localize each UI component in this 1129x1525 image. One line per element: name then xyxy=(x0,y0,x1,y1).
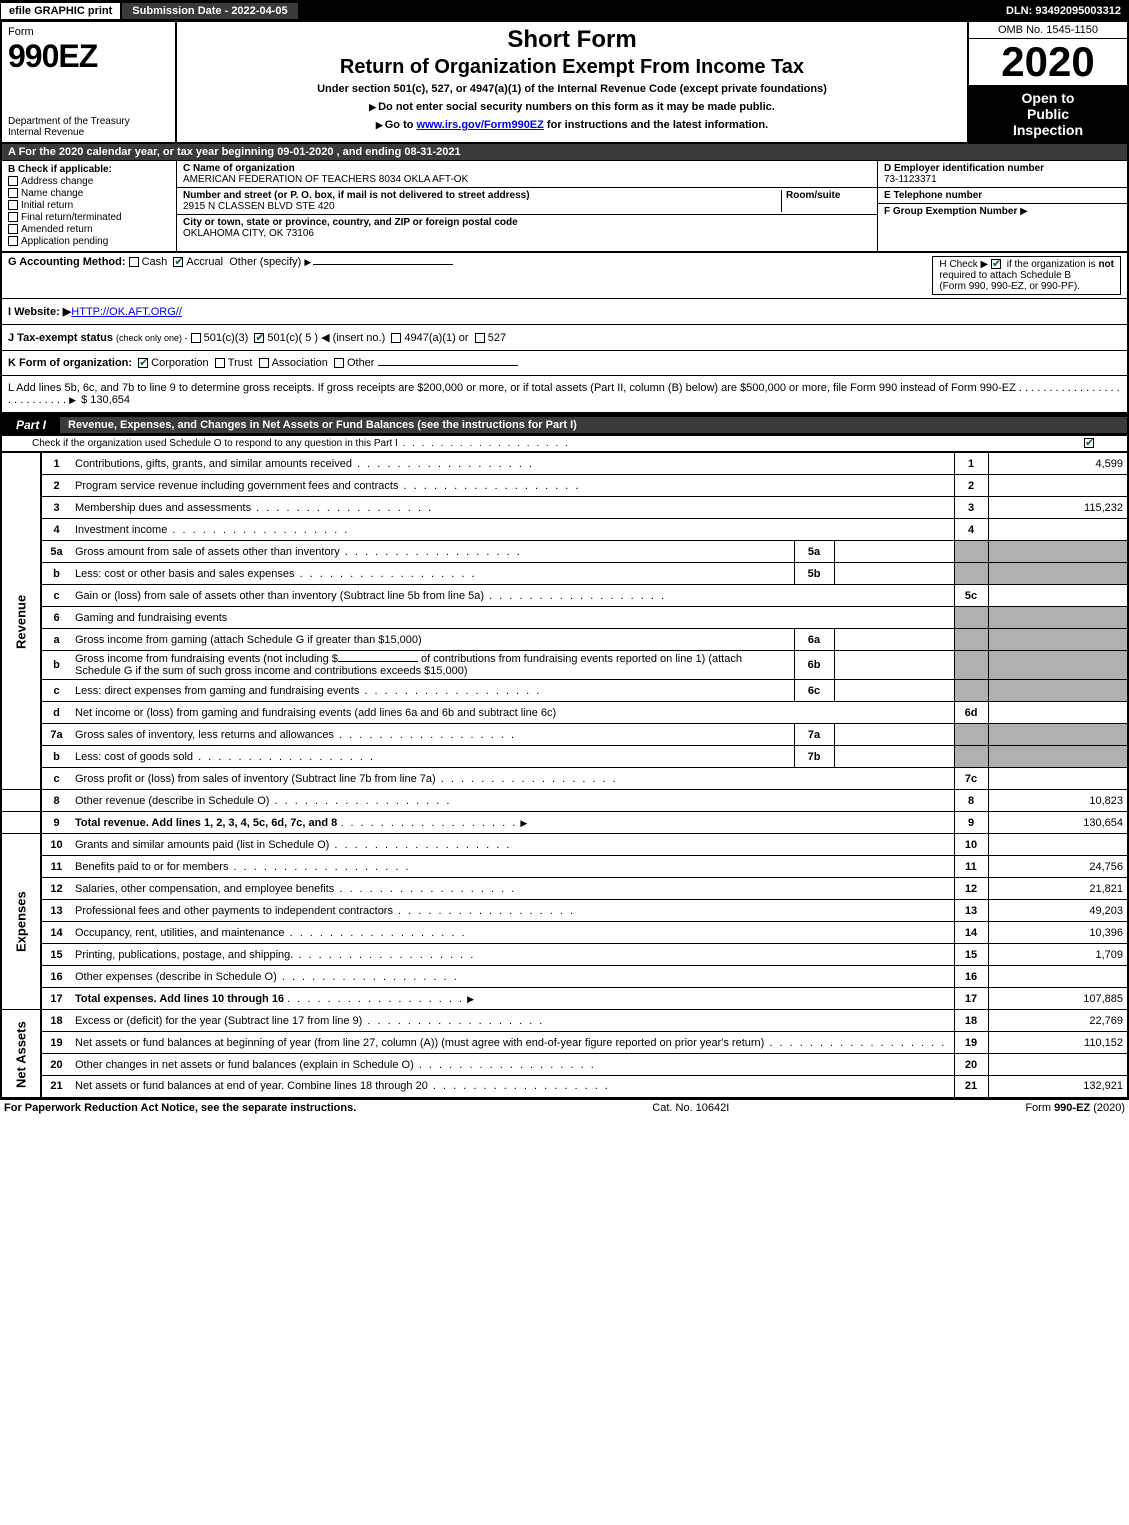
part1-tab: Part I xyxy=(2,416,60,434)
c-city-label: City or town, state or province, country… xyxy=(183,217,871,228)
side-netassets: Net Assets xyxy=(1,1010,41,1098)
gross-receipts: $ 130,654 xyxy=(81,394,130,406)
org-city: OKLAHOMA CITY, OK 73106 xyxy=(183,228,871,239)
cb-application-pending[interactable]: Application pending xyxy=(8,236,170,247)
col-b-checkboxes: B Check if applicable: Address change Na… xyxy=(2,161,177,251)
val-17: 107,885 xyxy=(988,988,1128,1010)
tax-year: 2020 xyxy=(969,39,1127,86)
internal-revenue: Internal Revenue xyxy=(8,127,169,138)
val-15: 1,709 xyxy=(988,944,1128,966)
val-18: 22,769 xyxy=(988,1010,1128,1032)
c-addr-label: Number and street (or P. O. box, if mail… xyxy=(183,190,781,201)
row-l: L Add lines 5b, 6c, and 7b to line 9 to … xyxy=(0,376,1129,414)
side-revenue: Revenue xyxy=(1,453,41,790)
dept-treasury: Department of the Treasury xyxy=(8,116,169,127)
website-link[interactable]: HTTP://OK.AFT.ORG// xyxy=(71,306,182,318)
val-1: 4,599 xyxy=(988,453,1128,475)
d-ein-label: D Employer identification number xyxy=(884,163,1121,174)
val-8: 10,823 xyxy=(988,790,1128,812)
val-2 xyxy=(988,475,1128,497)
col-b-title: B Check if applicable: xyxy=(8,164,170,175)
return-title: Return of Organization Exempt From Incom… xyxy=(185,56,959,79)
goto-line: Go to www.irs.gov/Form990EZ for instruct… xyxy=(185,119,959,131)
g-label: G Accounting Method: xyxy=(8,256,126,268)
e-phone-label: E Telephone number xyxy=(884,190,1121,201)
c-name-label: C Name of organization xyxy=(183,163,871,174)
cb-trust[interactable] xyxy=(215,358,225,368)
row-i: I Website: ▶HTTP://OK.AFT.ORG// xyxy=(0,299,1129,325)
omb-number: OMB No. 1545-1150 xyxy=(969,22,1127,39)
part1-title: Revenue, Expenses, and Changes in Net As… xyxy=(60,417,1127,433)
f-group-label: F Group Exemption Number xyxy=(884,206,1017,217)
cb-amended-return[interactable]: Amended return xyxy=(8,224,170,235)
org-name: AMERICAN FEDERATION OF TEACHERS 8034 OKL… xyxy=(183,174,871,185)
room-suite-label: Room/suite xyxy=(786,190,871,201)
cb-4947[interactable] xyxy=(391,333,401,343)
form-number: 990EZ xyxy=(8,38,169,75)
irs-link[interactable]: www.irs.gov/Form990EZ xyxy=(417,119,544,131)
part1-check-row: Check if the organization used Schedule … xyxy=(0,436,1129,452)
footer-catno: Cat. No. 10642I xyxy=(652,1102,729,1114)
cb-501c[interactable] xyxy=(254,333,264,343)
form-header: Form 990EZ Department of the Treasury In… xyxy=(0,22,1129,144)
efile-print-button[interactable]: efile GRAPHIC print xyxy=(0,2,121,20)
top-bar: efile GRAPHIC print Submission Date - 20… xyxy=(0,0,1129,22)
page-footer: For Paperwork Reduction Act Notice, see … xyxy=(0,1099,1129,1116)
entity-info-block: B Check if applicable: Address change Na… xyxy=(0,160,1129,253)
val-21: 132,921 xyxy=(988,1076,1128,1098)
cb-initial-return[interactable]: Initial return xyxy=(8,200,170,211)
row-k: K Form of organization: Corporation Trus… xyxy=(0,351,1129,376)
part1-table: Revenue 1 Contributions, gifts, grants, … xyxy=(0,452,1129,1099)
f-arrow: ▶ xyxy=(1020,206,1028,217)
cb-corp[interactable] xyxy=(138,358,148,368)
cb-schedule-o[interactable] xyxy=(1084,438,1094,448)
val-3: 115,232 xyxy=(988,497,1128,519)
val-4 xyxy=(988,519,1128,541)
cb-accrual[interactable] xyxy=(173,257,183,267)
row-h-box: H Check ▶ if the organization is not req… xyxy=(932,256,1121,295)
ein-value: 73-1123371 xyxy=(884,174,1121,185)
open-to-public: Open to Public Inspection xyxy=(969,86,1127,142)
cb-other[interactable] xyxy=(334,358,344,368)
short-form-title: Short Form xyxy=(185,26,959,54)
row-j: J Tax-exempt status (check only one) - 5… xyxy=(0,325,1129,351)
row-a-tax-year: A For the 2020 calendar year, or tax yea… xyxy=(0,144,1129,160)
cb-address-change[interactable]: Address change xyxy=(8,176,170,187)
cb-final-return[interactable]: Final return/terminated xyxy=(8,212,170,223)
val-11: 24,756 xyxy=(988,856,1128,878)
val-9: 130,654 xyxy=(988,812,1128,834)
cb-cash[interactable] xyxy=(129,257,139,267)
footer-right: Form 990-EZ (2020) xyxy=(1025,1102,1125,1114)
org-address: 2915 N CLASSEN BLVD STE 420 xyxy=(183,201,781,212)
footer-left: For Paperwork Reduction Act Notice, see … xyxy=(4,1102,356,1114)
cb-h[interactable] xyxy=(991,259,1001,269)
cb-501c3[interactable] xyxy=(191,333,201,343)
cb-assoc[interactable] xyxy=(259,358,269,368)
ssn-warning: Do not enter social security numbers on … xyxy=(185,101,959,113)
val-19: 110,152 xyxy=(988,1032,1128,1054)
under-section: Under section 501(c), 527, or 4947(a)(1)… xyxy=(185,83,959,95)
form-word: Form xyxy=(8,26,169,38)
side-expenses: Expenses xyxy=(1,834,41,1010)
ln-1: 1 xyxy=(41,453,71,475)
row-g-h: G Accounting Method: Cash Accrual Other … xyxy=(0,253,1129,299)
dln-label: DLN: 93492095003312 xyxy=(998,3,1129,19)
cb-527[interactable] xyxy=(475,333,485,343)
val-14: 10,396 xyxy=(988,922,1128,944)
cb-name-change[interactable]: Name change xyxy=(8,188,170,199)
val-12: 21,821 xyxy=(988,878,1128,900)
val-13: 49,203 xyxy=(988,900,1128,922)
part1-header: Part I Revenue, Expenses, and Changes in… xyxy=(0,414,1129,436)
submission-date: Submission Date - 2022-04-05 xyxy=(121,2,298,20)
